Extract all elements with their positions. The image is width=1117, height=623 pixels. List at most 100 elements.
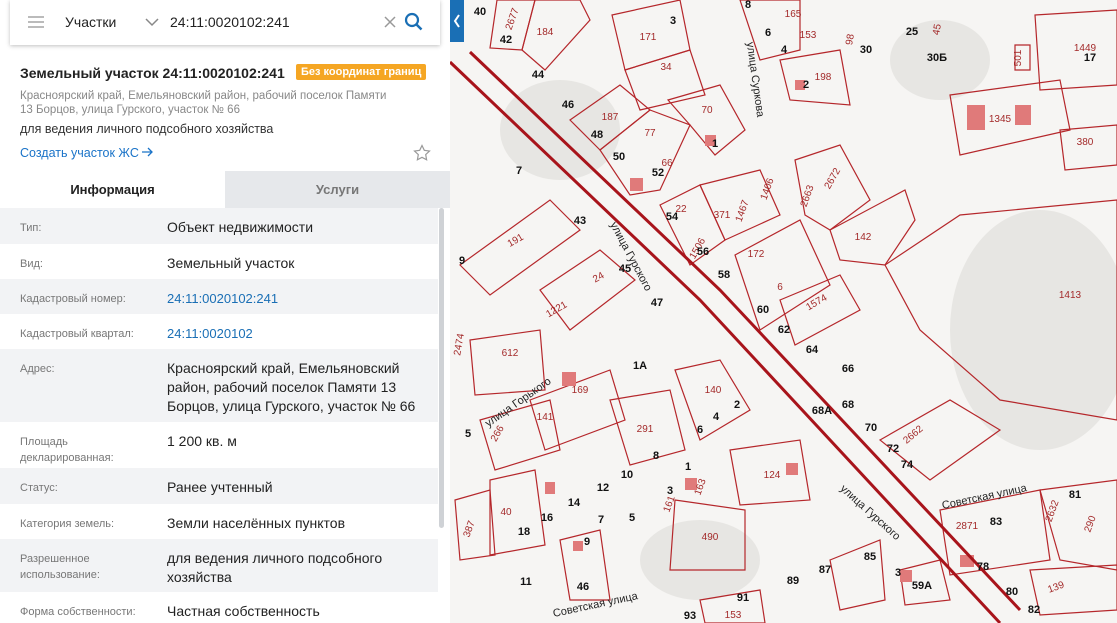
- house-number: 5: [629, 512, 635, 524]
- house-number: 46: [577, 581, 589, 593]
- house-number: 9: [584, 536, 590, 548]
- parcel-number: 1574: [804, 292, 829, 313]
- house-number: 30Б: [927, 52, 947, 64]
- arrow-icon: [142, 147, 154, 157]
- info-row: Разрешенное использование:для ведения ли…: [0, 539, 438, 592]
- row-label: Адрес:: [20, 361, 150, 377]
- house-number: 1А: [633, 360, 647, 372]
- tab-info[interactable]: Информация: [0, 171, 225, 208]
- parcel-number: 1406: [759, 176, 777, 201]
- info-row: Кадастровый квартал: 24:11:0020102: [0, 314, 438, 349]
- create-link-text[interactable]: Создать участок ЖС: [20, 146, 139, 160]
- parcel-number: 371: [714, 210, 731, 221]
- parcel-address: Красноярский край, Емельяновский район, …: [20, 89, 400, 117]
- house-number: 81: [1069, 489, 1081, 501]
- info-row: Кадастровый номер: 24:11:0020102:241: [0, 279, 438, 314]
- menu-icon[interactable]: [27, 13, 47, 33]
- parcel-number: 1221: [544, 299, 569, 320]
- row-label: Категория земель:: [20, 516, 150, 532]
- house-number: 3: [670, 15, 676, 27]
- search-mode[interactable]: Участки: [65, 14, 116, 30]
- collapse-button[interactable]: [450, 0, 464, 42]
- house-number: 60: [757, 304, 769, 316]
- street-label: улица Суркова: [744, 41, 767, 118]
- parcel-number: 77: [644, 128, 656, 139]
- info-row: Вид: Земельный участок: [0, 244, 438, 279]
- row-label: Кадастровый квартал:: [20, 326, 150, 342]
- row-label: Форма собственности:: [20, 604, 150, 620]
- parcel-number: 171: [640, 32, 657, 43]
- row-label: Тип:: [20, 220, 150, 236]
- parcel-number: 612: [502, 348, 519, 359]
- house-number: 4: [781, 44, 788, 56]
- dropdown-icon[interactable]: [145, 17, 159, 27]
- info-row: Площадь декларированная:1 200 кв. м: [0, 422, 438, 468]
- house-number: 85: [864, 551, 876, 563]
- house-number: 2: [803, 79, 809, 91]
- parcel-number: 1413: [1059, 290, 1082, 301]
- clear-icon[interactable]: [383, 15, 397, 29]
- house-number: 91: [737, 592, 749, 604]
- house-number: 47: [651, 297, 663, 309]
- house-number: 74: [901, 459, 914, 471]
- house-number: 4: [713, 411, 720, 423]
- house-number: 80: [1006, 586, 1018, 598]
- house-number: 46: [562, 99, 574, 111]
- search-query[interactable]: 24:11:0020102:241: [170, 14, 290, 30]
- house-number: 59А: [912, 580, 932, 592]
- create-link[interactable]: Создать участок ЖС: [20, 146, 154, 160]
- house-number: 50: [613, 151, 625, 163]
- house-number: 42: [500, 34, 512, 46]
- side-panel: Участки 24:11:0020102:241 Земельный учас…: [0, 0, 450, 623]
- row-value: Земельный участок: [167, 254, 432, 273]
- parcel-number: 380: [1077, 137, 1094, 148]
- search-icon[interactable]: [404, 12, 424, 32]
- parcel-number: 490: [702, 532, 719, 543]
- parcel-number: 70: [701, 105, 713, 116]
- parcel-number: 153: [725, 610, 742, 621]
- house-number: 1: [685, 461, 691, 473]
- parcel-number: 290: [1083, 514, 1099, 534]
- row-value: Частная собственность: [167, 602, 432, 621]
- parcel-number: 165: [785, 9, 802, 20]
- parcel-purpose: для ведения личного подсобного хозяйства: [20, 122, 273, 136]
- row-value[interactable]: 24:11:0020102:241: [167, 289, 432, 308]
- house-number: 9: [459, 255, 465, 267]
- house-number: 93: [684, 610, 696, 622]
- parcel-number: 24: [591, 270, 607, 285]
- house-number: 3: [895, 567, 901, 579]
- tab-services[interactable]: Услуги: [225, 171, 450, 208]
- row-value: Красноярский край, Емельяновский район, …: [167, 359, 432, 416]
- street-label: улица Гурского: [607, 220, 653, 293]
- house-number: 89: [787, 575, 799, 587]
- house-number: 64: [806, 344, 819, 356]
- parcel-number: 124: [764, 470, 781, 481]
- house-number: 66: [842, 363, 854, 375]
- parcel-number: 169: [572, 385, 589, 396]
- house-number: 12: [597, 482, 609, 494]
- house-number: 62: [778, 324, 790, 336]
- map[interactable]: улица Гурскогоулица Сурковаулица Горьког…: [450, 0, 1117, 623]
- parcel-number: 387: [462, 519, 478, 539]
- scrollbar[interactable]: [439, 208, 444, 528]
- house-number: 17: [1084, 52, 1096, 64]
- parcel-number: 141: [537, 412, 554, 423]
- house-number: 30: [860, 44, 872, 56]
- house-number: 14: [568, 497, 581, 509]
- house-number: 44: [532, 69, 545, 81]
- parcel-number: 153: [800, 30, 817, 41]
- house-number: 6: [765, 27, 771, 39]
- row-label: Площадь декларированная:: [20, 434, 150, 466]
- house-number: 70: [865, 422, 877, 434]
- row-value[interactable]: 24:11:0020102: [167, 324, 432, 343]
- parcel-number: 291: [637, 424, 654, 435]
- row-label: Кадастровый номер:: [20, 291, 150, 307]
- favorite-icon[interactable]: [413, 144, 431, 162]
- row-value: для ведения личного подсобного хозяйства: [167, 549, 432, 587]
- parcel-number: 142: [855, 232, 872, 243]
- parcel-number: 98: [844, 33, 857, 46]
- parcel-number: 22: [675, 204, 687, 215]
- search-bar[interactable]: Участки 24:11:0020102:241: [10, 0, 440, 45]
- row-label: Вид:: [20, 256, 150, 272]
